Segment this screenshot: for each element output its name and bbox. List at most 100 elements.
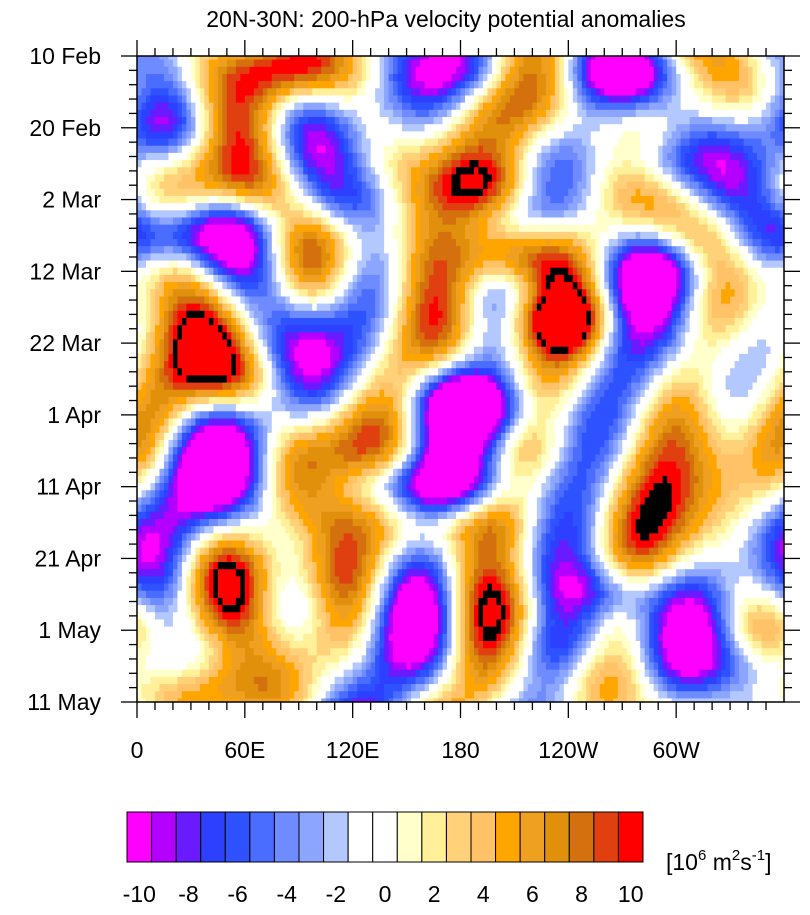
- heat-cell: [545, 239, 551, 247]
- heat-cell: [478, 260, 484, 269]
- heat-cell: [739, 95, 745, 104]
- heat-cell: [316, 267, 322, 276]
- heat-cell: [384, 174, 390, 183]
- heat-cell: [680, 81, 686, 89]
- heat-cell: [748, 203, 754, 211]
- heat-cell: [752, 239, 758, 247]
- heat-cell: [402, 274, 408, 283]
- heat-cell: [536, 102, 542, 111]
- heat-cell: [429, 274, 435, 283]
- heat-cell: [267, 217, 273, 226]
- heat-cell: [725, 160, 731, 168]
- heat-cell: [649, 160, 655, 168]
- heat-cell: [667, 217, 673, 226]
- heat-cell: [280, 73, 286, 82]
- heat-cell: [536, 239, 542, 247]
- heat-cell: [536, 167, 542, 176]
- heat-cell: [154, 66, 161, 75]
- heat-cell: [631, 289, 637, 298]
- heat-cell: [235, 167, 241, 176]
- heat-cell: [653, 145, 659, 154]
- heat-cell: [447, 88, 453, 97]
- heat-cell: [325, 73, 331, 82]
- heat-cell: [366, 66, 372, 75]
- heat-cell: [343, 188, 349, 197]
- heat-cell: [357, 296, 363, 305]
- heat-cell: [460, 296, 466, 305]
- heat-cell: [294, 95, 300, 104]
- heat-cell: [384, 145, 390, 154]
- heat-cell: [222, 246, 228, 254]
- heat-cell: [334, 260, 340, 269]
- heat-cell: [514, 289, 520, 298]
- heat-cell: [258, 160, 264, 168]
- heat-cell: [577, 81, 583, 89]
- heat-cell: [523, 296, 529, 305]
- heat-cell: [653, 59, 659, 68]
- heat-cell: [235, 260, 241, 269]
- heat-cell: [689, 152, 695, 161]
- heat-cell: [721, 88, 727, 97]
- heat-cell: [213, 145, 219, 154]
- heat-cell: [509, 174, 516, 183]
- heat-cell: [523, 95, 529, 104]
- heat-cell: [487, 253, 493, 262]
- heat-cell: [739, 224, 745, 233]
- heat-cell: [186, 117, 192, 125]
- heat-cell: [604, 95, 610, 104]
- heat-cell: [581, 138, 587, 147]
- heat-cell: [757, 109, 763, 118]
- heat-cell: [559, 282, 565, 290]
- heat-cell: [649, 195, 655, 204]
- heat-cell: [563, 138, 569, 147]
- heat-cell: [581, 246, 587, 254]
- heat-cell: [231, 131, 237, 140]
- heat-cell: [761, 253, 767, 262]
- heat-cell: [518, 231, 524, 240]
- heat-cell: [482, 296, 489, 305]
- heat-cell: [653, 117, 659, 125]
- heat-cell: [496, 95, 502, 104]
- heat-cell: [676, 224, 682, 233]
- heat-cell: [240, 59, 246, 68]
- heat-cell: [402, 124, 408, 132]
- heat-cell: [482, 181, 489, 190]
- heat-cell: [779, 124, 784, 132]
- heat-cell: [761, 145, 767, 154]
- heat-cell: [366, 210, 372, 219]
- heat-cell: [716, 152, 722, 161]
- heat-cell: [280, 274, 286, 283]
- heat-cell: [379, 181, 385, 190]
- heat-cell: [770, 66, 776, 75]
- heat-cell: [532, 167, 538, 176]
- heat-cell: [775, 131, 781, 140]
- heat-cell: [685, 167, 691, 176]
- heat-cell: [321, 246, 327, 254]
- heat-cell: [500, 188, 507, 197]
- heat-cell: [262, 274, 268, 283]
- heat-cell: [491, 195, 498, 204]
- heat-cell: [379, 224, 385, 233]
- heat-cell: [478, 131, 484, 140]
- heat-cell: [500, 59, 507, 68]
- heat-cell: [267, 88, 273, 97]
- heat-cell: [734, 160, 740, 168]
- heat-cell: [743, 217, 749, 226]
- heat-cell: [276, 145, 282, 154]
- heat-cell: [226, 231, 232, 240]
- heat-cell: [150, 145, 156, 154]
- heat-cell: [694, 138, 700, 147]
- heat-cell: [613, 274, 619, 283]
- heat-cell: [568, 131, 574, 140]
- heat-cell: [689, 145, 695, 154]
- heat-cell: [154, 145, 161, 154]
- heat-cell: [586, 274, 592, 283]
- heat-cell: [280, 203, 286, 211]
- heat-cell: [568, 102, 574, 111]
- heat-cell: [384, 253, 390, 262]
- heat-cell: [496, 117, 502, 125]
- heat-cell: [217, 88, 223, 97]
- heat-cell: [379, 253, 385, 262]
- heat-cell: [748, 109, 754, 118]
- heat-cell: [294, 174, 300, 183]
